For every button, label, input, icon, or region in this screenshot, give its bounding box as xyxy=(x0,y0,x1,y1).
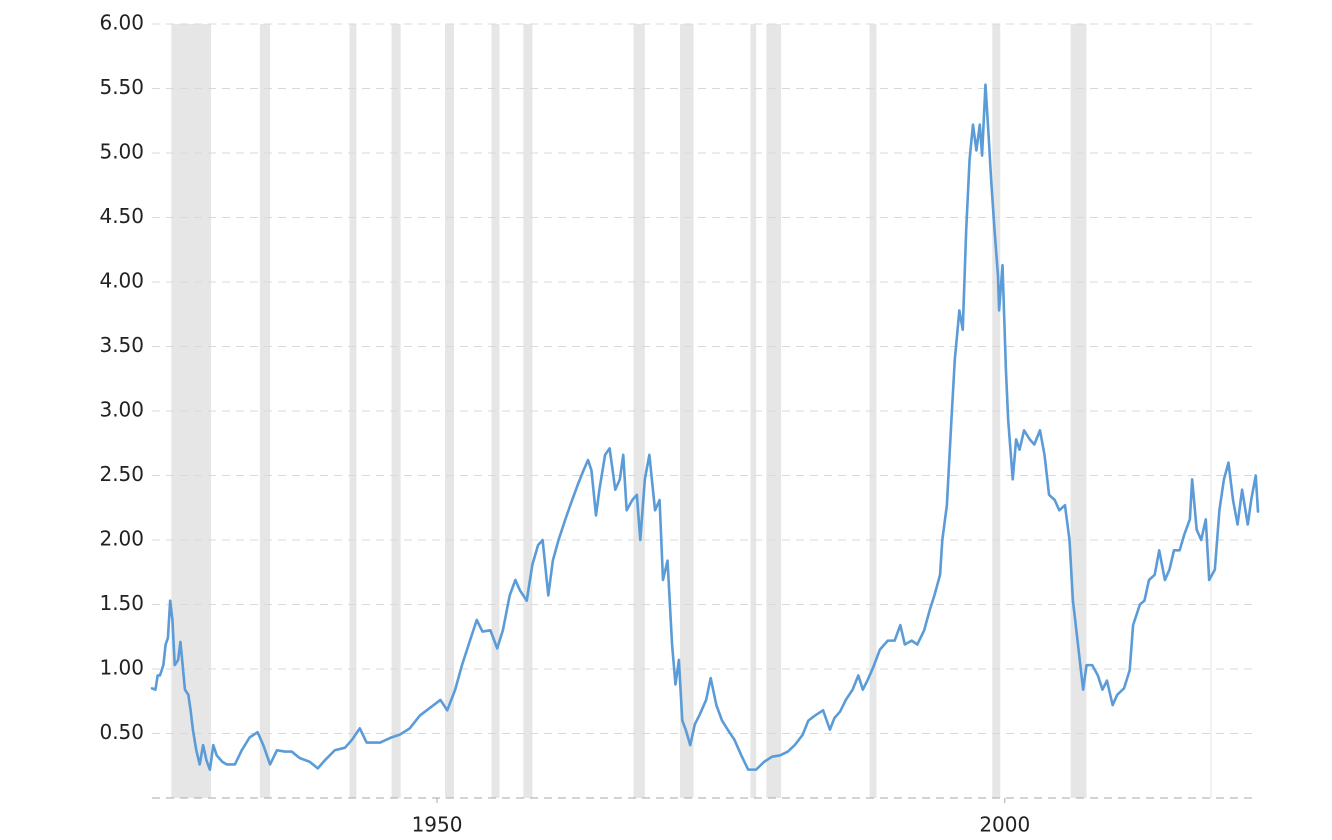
y-tick-label: 4.00 xyxy=(99,269,144,293)
y-tick-label: 3.50 xyxy=(99,333,144,357)
grid xyxy=(152,23,1258,803)
y-tick-label: 1.50 xyxy=(99,591,144,615)
plot xyxy=(150,83,1260,771)
y-tick-label: 6.00 xyxy=(99,11,144,35)
recession-band xyxy=(750,24,757,798)
recession-band xyxy=(633,24,645,798)
y-tick-label: 5.50 xyxy=(99,75,144,99)
recession-band xyxy=(171,24,212,798)
y-tick-label: 2.00 xyxy=(99,527,144,551)
y-tick-label: 1.00 xyxy=(99,656,144,680)
data-line xyxy=(150,83,1260,771)
y-tick-label: 0.50 xyxy=(99,720,144,744)
y-tick-label: 3.00 xyxy=(99,398,144,422)
y-tick-label: 4.50 xyxy=(99,204,144,228)
x-tick-label: 1950 xyxy=(412,813,463,837)
recession-band xyxy=(523,24,533,798)
y-tick-label: 5.00 xyxy=(99,140,144,164)
tick-labels: 0.50 1.00 1.50 2.00 2.50 3.00 3.50 4.00 4.50 5.00… xyxy=(99,11,1030,837)
x-tick-label: 2000 xyxy=(979,813,1030,837)
y-tick-label: 2.50 xyxy=(99,462,144,486)
